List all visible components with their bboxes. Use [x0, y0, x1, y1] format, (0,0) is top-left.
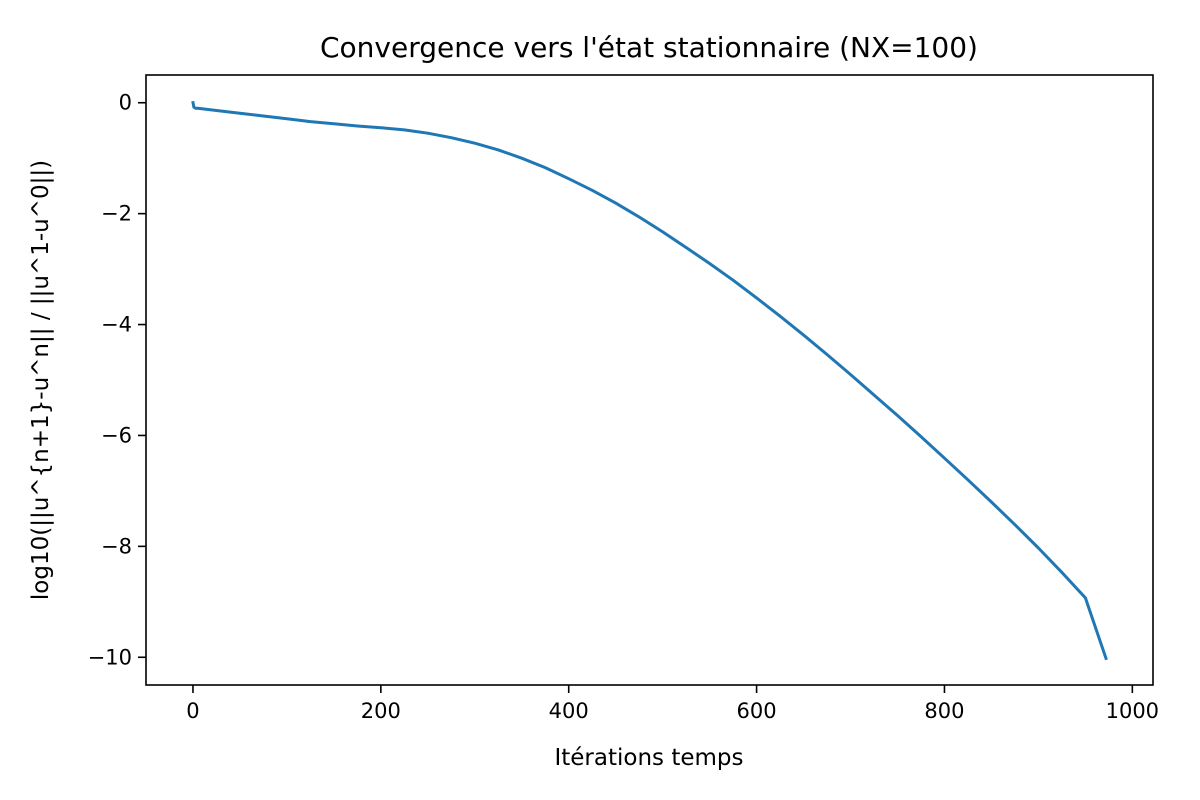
- plot-frame: [145, 74, 1154, 686]
- x-tick-label: 1000: [1106, 699, 1159, 723]
- x-axis: 0 200 400 600 800 1000: [186, 685, 1159, 723]
- y-tick-label: 0: [119, 91, 132, 115]
- y-axis-label: log10(||u^{n+1}-u^n|| / ||u^1-u^0||): [28, 160, 54, 600]
- x-tick-label: 200: [361, 699, 401, 723]
- x-tick-label: 400: [549, 699, 589, 723]
- series-line: [191, 100, 1108, 661]
- y-tick-label: −4: [101, 313, 132, 337]
- y-tick-label: −10: [88, 645, 132, 669]
- y-tick-label: −8: [101, 534, 132, 558]
- plot-area: [191, 100, 1108, 661]
- y-tick-label: −2: [101, 202, 132, 226]
- y-tick-label: −6: [101, 423, 132, 447]
- x-axis-label: Itérations temps: [554, 745, 743, 771]
- y-axis: 0 −2 −4 −6 −8 −10: [88, 91, 146, 669]
- x-tick-label: 0: [186, 699, 199, 723]
- chart-title: Convergence vers l'état stationnaire (NX…: [320, 31, 978, 64]
- x-tick-label: 600: [737, 699, 777, 723]
- x-tick-label: 800: [924, 699, 964, 723]
